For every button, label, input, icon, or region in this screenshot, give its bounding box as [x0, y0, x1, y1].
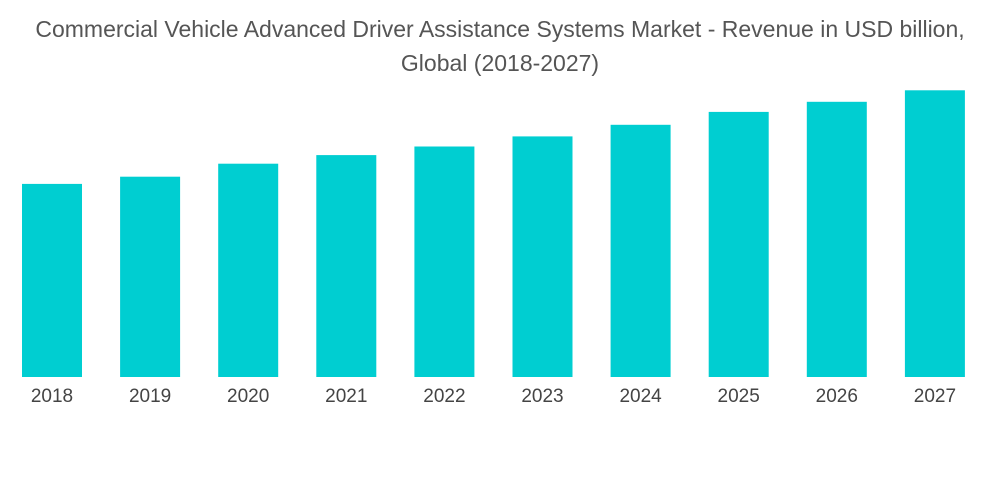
bar-2020	[218, 163, 279, 377]
x-tick-label-2021: 2021	[325, 386, 367, 407]
x-tick-labels: 2018 2019 2020 2021 2022 2023 2024 2025 2026 2027	[31, 386, 956, 407]
chart-title: Commercial Vehicle Advanced Driver Assis…	[0, 12, 1000, 80]
bar-2019	[120, 176, 181, 377]
bar-2026	[806, 101, 867, 378]
x-tick-label-2026: 2026	[816, 386, 858, 407]
x-tick-label-2022: 2022	[423, 386, 465, 407]
x-tick-label-2023: 2023	[521, 386, 563, 407]
chart-title-line-2: Global (2018-2027)	[400, 50, 600, 76]
x-tick-label-2027: 2027	[914, 386, 956, 407]
bar-2018	[22, 183, 82, 377]
x-tick-label-2020: 2020	[227, 386, 269, 407]
x-tick-label-2019: 2019	[129, 386, 171, 407]
bar-2027	[904, 90, 965, 378]
bar-2022	[414, 146, 475, 377]
bar-2024	[610, 124, 671, 377]
x-tick-label-2025: 2025	[718, 386, 760, 407]
chart-title-line-1: Commercial Vehicle Advanced Driver Assis…	[35, 16, 965, 42]
x-tick-label-2024: 2024	[619, 386, 662, 407]
bars-group	[22, 90, 965, 378]
bar-2021	[316, 155, 377, 377]
bar-2025	[708, 111, 769, 378]
bar-2023	[512, 136, 573, 377]
x-tick-label-2018: 2018	[31, 386, 73, 407]
